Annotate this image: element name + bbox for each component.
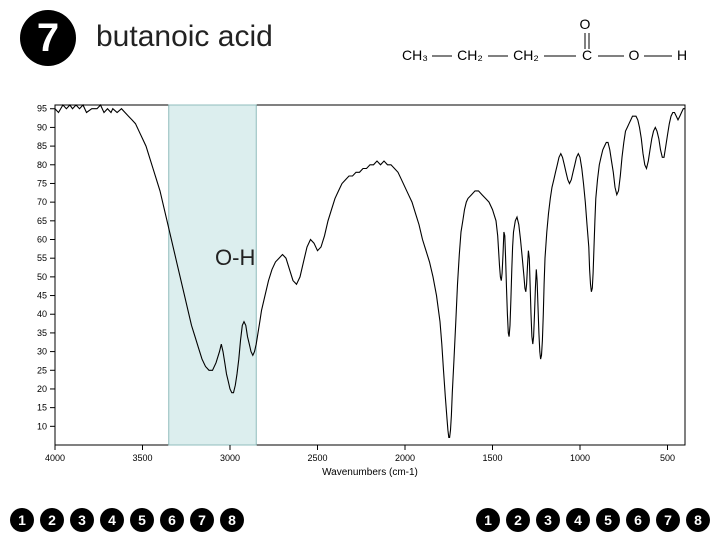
page-number-badge: 7: [20, 10, 76, 66]
svg-text:30: 30: [37, 347, 47, 357]
nav-badge-1[interactable]: 1: [10, 508, 34, 532]
svg-text:CH₂: CH₂: [457, 47, 483, 63]
svg-text:3000: 3000: [220, 453, 240, 463]
nav-badge-3[interactable]: 3: [70, 508, 94, 532]
svg-text:Wavenumbers (cm-1): Wavenumbers (cm-1): [322, 467, 418, 478]
nav-badge-6[interactable]: 6: [160, 508, 184, 532]
nav-badge-3[interactable]: 3: [536, 508, 560, 532]
nav-badge-7[interactable]: 7: [190, 508, 214, 532]
svg-text:O: O: [580, 16, 591, 32]
compound-title: butanoic acid: [96, 10, 273, 54]
nav-badge-5[interactable]: 5: [130, 508, 154, 532]
svg-text:2500: 2500: [307, 453, 327, 463]
nav-badges-left: 12345678: [10, 508, 244, 532]
svg-text:2000: 2000: [395, 453, 415, 463]
svg-text:C: C: [582, 47, 592, 63]
svg-text:55: 55: [37, 253, 47, 263]
nav-badge-2[interactable]: 2: [506, 508, 530, 532]
svg-text:40: 40: [37, 309, 47, 319]
svg-text:H: H: [677, 47, 687, 63]
svg-text:80: 80: [37, 160, 47, 170]
svg-text:75: 75: [37, 178, 47, 188]
svg-text:70: 70: [37, 197, 47, 207]
ir-spectrum-chart: 95 90 85 80 75 70 65 60 55 50 45 40 35 30 25 20 15 10 4000…: [10, 95, 700, 485]
svg-text:10: 10: [37, 421, 47, 431]
svg-text:65: 65: [37, 216, 47, 226]
svg-text:85: 85: [37, 141, 47, 151]
nav-badge-1[interactable]: 1: [476, 508, 500, 532]
oh-annotation: O-H: [215, 245, 255, 271]
svg-text:1000: 1000: [570, 453, 590, 463]
nav-badge-5[interactable]: 5: [596, 508, 620, 532]
nav-badge-7[interactable]: 7: [656, 508, 680, 532]
svg-text:4000: 4000: [45, 453, 65, 463]
nav-badge-4[interactable]: 4: [566, 508, 590, 532]
svg-text:90: 90: [37, 122, 47, 132]
svg-text:60: 60: [37, 235, 47, 245]
svg-text:3500: 3500: [132, 453, 152, 463]
svg-text:45: 45: [37, 291, 47, 301]
header: 7 butanoic acid O CH₃ CH₂ CH₂ C O H: [0, 0, 720, 66]
svg-text:35: 35: [37, 328, 47, 338]
svg-text:500: 500: [660, 453, 675, 463]
nav-badge-6[interactable]: 6: [626, 508, 650, 532]
nav-badges-right: 12345678: [476, 508, 710, 532]
svg-text:50: 50: [37, 272, 47, 282]
nav-badge-8[interactable]: 8: [220, 508, 244, 532]
svg-text:20: 20: [37, 384, 47, 394]
nav-badge-2[interactable]: 2: [40, 508, 64, 532]
nav-badge-8[interactable]: 8: [686, 508, 710, 532]
svg-text:1500: 1500: [482, 453, 502, 463]
svg-text:CH₂: CH₂: [513, 47, 539, 63]
footer-nav: 12345678 12345678: [0, 508, 720, 532]
nav-badge-4[interactable]: 4: [100, 508, 124, 532]
svg-text:25: 25: [37, 365, 47, 375]
svg-text:95: 95: [37, 104, 47, 114]
svg-text:O: O: [629, 47, 640, 63]
svg-text:CH₃: CH₃: [402, 47, 428, 63]
molecular-structure: O CH₃ CH₂ CH₂ C O H: [400, 15, 700, 75]
svg-text:15: 15: [37, 403, 47, 413]
